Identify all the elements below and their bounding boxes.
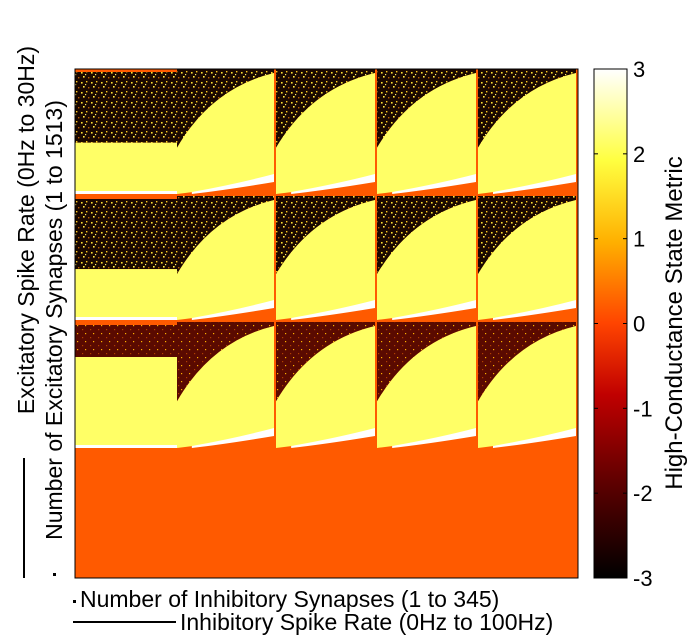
heatmap-region-low — [377, 69, 476, 148]
heatmap-region-low — [177, 69, 274, 148]
heatmap-region-max — [191, 428, 274, 448]
colorbar-tick-label: -2 — [633, 481, 653, 506]
y-axis-inner-label: Number of Excitatory Synapses (1 to 1513… — [41, 100, 67, 540]
heatmap-region-high — [377, 326, 476, 448]
heatmap-region-max — [392, 428, 476, 448]
heatmap-region-high — [75, 142, 177, 192]
heatmap-region-low — [478, 196, 576, 275]
colorbar-tick-label: 3 — [633, 57, 645, 82]
y-axis-outer-label: Excitatory Spike Rate (0Hz to 30Hz) — [13, 46, 39, 414]
y-axis-inner-marker — [53, 573, 56, 576]
x-axis-inner-label: Number of Inhibitory Synapses (1 to 345) — [80, 586, 499, 612]
heatmap-region-high — [478, 200, 576, 320]
heatmap-region-max — [75, 317, 177, 320]
heatmap-region-low — [75, 325, 177, 357]
colorbar-label: High-Conductance State Metric — [661, 156, 688, 490]
heatmap-region-low — [478, 322, 576, 402]
x-axis-inner-marker — [73, 600, 76, 603]
heatmap-region-high — [177, 73, 274, 194]
heatmap-region-low — [276, 196, 375, 275]
heatmap-region-max — [392, 300, 476, 320]
heatmap-region-low — [276, 69, 375, 148]
heatmap-region-low — [177, 322, 274, 402]
heatmap-region-low — [75, 199, 177, 270]
heatmap-region-high — [75, 357, 177, 446]
heatmap-region-max — [75, 445, 177, 448]
heatmap-region-max — [493, 174, 576, 194]
heatmap-region-max — [191, 174, 274, 194]
heatmap-region-low — [377, 196, 476, 275]
heatmap-region-high — [177, 326, 274, 448]
heatmap-region-high — [177, 200, 274, 320]
heatmap-region-high — [75, 269, 177, 318]
heatmap-frame — [74, 68, 579, 579]
colorbar-tick-label: -3 — [633, 566, 653, 591]
heatmap-region-max — [291, 300, 375, 320]
heatmap-region-high — [377, 73, 476, 194]
heatmap-region-low — [377, 322, 476, 402]
heatmap-region-low — [177, 196, 274, 275]
heatmap-region-high — [478, 73, 576, 194]
heatmap-region-high — [276, 200, 375, 320]
heatmap-region-low — [276, 322, 375, 402]
colorbar — [593, 68, 628, 579]
heatmap-region-max — [493, 428, 576, 448]
x-axis-outer-label: Inhibitory Spike Rate (0Hz to 100Hz) — [180, 609, 553, 635]
colorbar-tick-label: 1 — [633, 227, 645, 252]
heatmap-region-high — [478, 326, 576, 448]
heatmap-region-max — [392, 174, 476, 194]
heatmap-region-max — [291, 428, 375, 448]
heatmap-region-max — [291, 174, 375, 194]
colorbar-tick-label: 2 — [633, 142, 645, 167]
heatmap-region-high — [276, 73, 375, 194]
heatmap-region-high — [276, 326, 375, 448]
heatmap-region-max — [493, 300, 576, 320]
colorbar-tick-label: -1 — [633, 396, 653, 421]
heatmap-region-max — [75, 191, 177, 194]
heatmap-region-low — [75, 72, 177, 143]
colorbar-tick-label: 0 — [633, 312, 645, 337]
heatmap-plot — [74, 68, 579, 579]
heatmap-region-high — [377, 200, 476, 320]
heatmap-region-low — [478, 69, 576, 148]
colorbar-ticks: 3 2 1 0 -1 -2 -3 — [594, 57, 653, 591]
heatmap-region-max — [191, 300, 274, 320]
